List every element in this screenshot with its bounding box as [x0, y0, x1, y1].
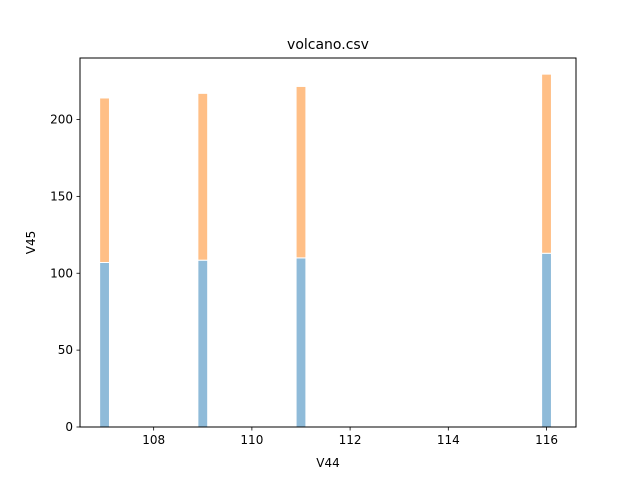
bar-series2-116 [541, 73, 552, 254]
y-axis-label: V45 [24, 231, 38, 254]
bar-series1-109 [197, 259, 209, 428]
chart-title: volcano.csv [287, 37, 369, 53]
bar-series1-107 [99, 261, 110, 428]
bar-series1-111 [295, 257, 307, 428]
y-axis-ticks: 0 50 100 150 200 [50, 113, 80, 434]
plot-frame [79, 57, 577, 428]
x-axis-label: V44 [316, 456, 339, 470]
x-tick-label-112: 112 [339, 433, 362, 447]
y-tick-label-100: 100 [50, 266, 73, 280]
x-tick-label-108: 108 [142, 433, 165, 447]
bar-series1-116 [541, 252, 552, 428]
bar-series2-109 [197, 92, 209, 261]
bar-series2-107 [99, 97, 110, 263]
bars-group [99, 73, 552, 428]
y-tick-label-0: 0 [65, 420, 73, 434]
x-tick-label-116: 116 [535, 433, 558, 447]
y-tick-label-150: 150 [50, 189, 73, 203]
y-tick-label-50: 50 [58, 343, 73, 357]
y-tick-label-200: 200 [50, 113, 73, 127]
bar-series2-111 [295, 85, 307, 259]
x-tick-label-110: 110 [240, 433, 263, 447]
x-axis-ticks: 108 110 112 114 116 [142, 427, 558, 447]
x-tick-label-114: 114 [437, 433, 460, 447]
